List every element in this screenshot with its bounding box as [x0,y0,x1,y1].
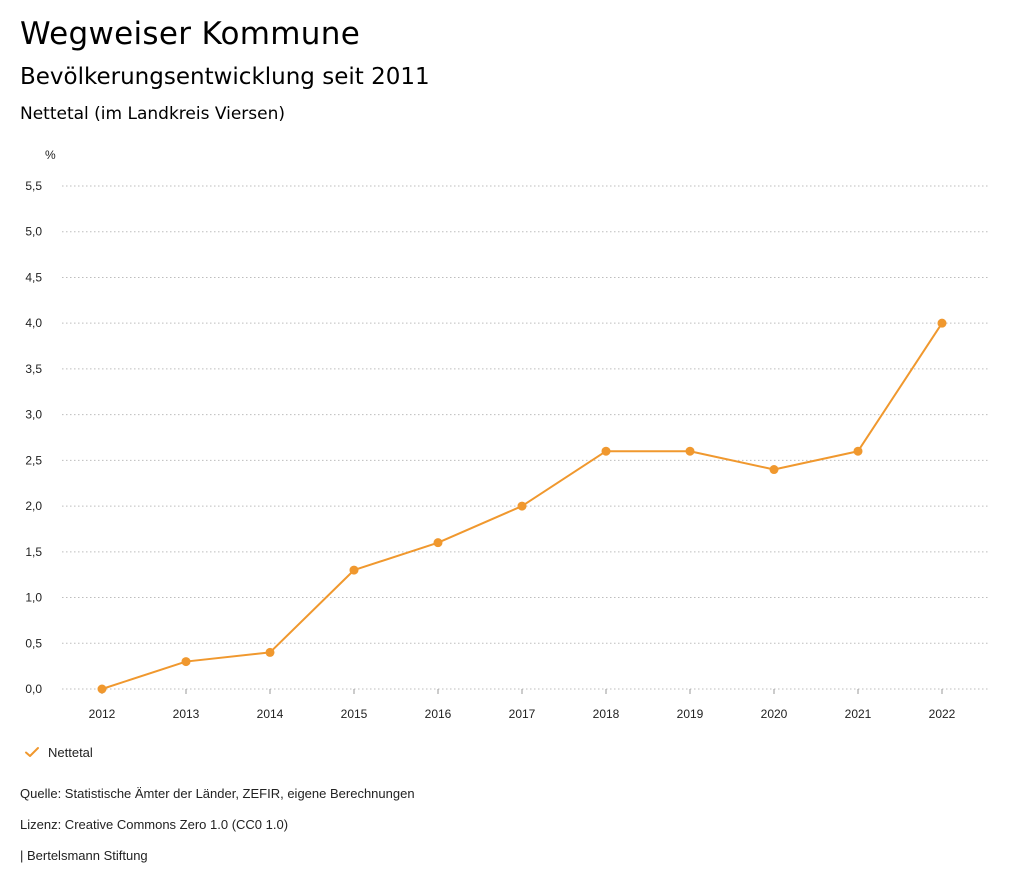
x-tick-label: 2016 [425,707,452,721]
x-tick-label: 2017 [509,707,536,721]
y-tick-label: 0,5 [25,636,42,650]
data-point[interactable] [853,446,863,456]
x-axis: 2012 2013 2014 2015 2016 2017 2018 2019 2020 2021… [62,688,990,721]
y-tick-label: 0,0 [25,682,42,696]
legend-item-nettetal[interactable]: Nettetal [48,744,93,760]
y-axis: % 0,0 0,5 1,0 1,5 2,0 2,5 3,0 3,5 4,0 4,5 5,0 5,5 [25,148,56,696]
grid-lines [62,185,990,690]
x-tick-label: 2019 [677,707,704,721]
x-tick-label: 2013 [173,707,200,721]
x-tick-label: 2022 [929,707,956,721]
y-tick-label: 3,5 [25,362,42,376]
data-point[interactable] [769,465,779,475]
data-point[interactable] [433,538,443,548]
y-tick-label: 5,5 [25,179,42,193]
chart-subtitle: Bevölkerungsentwicklung seit 2011 [20,64,430,90]
y-tick-label: 3,0 [25,408,42,422]
data-point[interactable] [937,318,947,328]
data-point[interactable] [97,684,107,694]
x-tick-label: 2020 [761,707,788,721]
series-nettetal[interactable] [97,318,947,694]
region-label: Nettetal (im Landkreis Viersen) [20,104,286,124]
y-tick-label: 1,5 [25,545,42,559]
x-tick-label: 2015 [341,707,368,721]
x-tick-label: 2018 [593,707,620,721]
y-axis-unit: % [45,148,56,162]
y-tick-label: 5,0 [25,225,42,239]
license-note: Lizenz: Creative Commons Zero 1.0 (CC0 1… [20,817,289,832]
data-point[interactable] [685,446,695,456]
data-point[interactable] [601,446,611,456]
y-tick-label: 1,0 [25,591,42,605]
y-tick-label: 2,0 [25,499,42,513]
data-point[interactable] [181,657,191,667]
publisher-note: | Bertelsmann Stiftung [20,848,148,863]
data-point[interactable] [349,565,359,575]
x-tick-label: 2014 [257,707,284,721]
y-tick-label: 4,0 [25,316,42,330]
page-title: Wegweiser Kommune [20,16,361,52]
data-point[interactable] [517,501,527,511]
legend[interactable]: Nettetal [24,744,93,760]
y-tick-label: 4,5 [25,270,42,284]
checkmark-icon[interactable] [24,744,40,760]
line-chart: % 0,0 0,5 1,0 1,5 2,0 2,5 3,0 3,5 4,0 4,5 5,0 5,5 20… [25,148,990,721]
y-tick-label: 2,5 [25,453,42,467]
x-tick-label: 2012 [89,707,116,721]
x-tick-label: 2021 [845,707,872,721]
source-note: Quelle: Statistische Ämter der Länder, Z… [20,786,415,801]
data-point[interactable] [265,647,275,657]
